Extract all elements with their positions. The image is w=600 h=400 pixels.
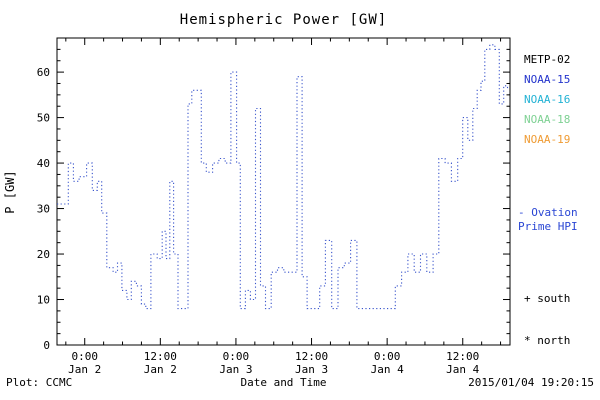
svg-text:0:00: 0:00 (374, 350, 401, 363)
legend-item-noaa19: NOAA-19 (524, 133, 571, 146)
satellite-legend: METP-02 NOAA-15 NOAA-16 NOAA-18 NOAA-19 (524, 50, 570, 150)
svg-text:Jan 3: Jan 3 (295, 363, 328, 376)
svg-text:50: 50 (37, 112, 50, 125)
plot-source-label: Plot: CCMC (6, 376, 73, 389)
chart-title: Hemispheric Power [GW] (179, 12, 388, 28)
svg-text:20: 20 (37, 248, 50, 261)
legend-item-noaa18: NOAA-18 (524, 113, 571, 126)
svg-text:0:00: 0:00 (223, 350, 250, 363)
svg-text:30: 30 (37, 203, 50, 216)
svg-text:12:00: 12:00 (446, 350, 479, 363)
timestamp-label: 2015/01/04 19:20:15 (468, 376, 594, 389)
svg-text:12:00: 12:00 (295, 350, 328, 363)
svg-text:12:00: 12:00 (144, 350, 177, 363)
south-marker-label: + south (524, 292, 571, 305)
legend-item-noaa15: NOAA-15 (524, 73, 571, 86)
svg-text:0: 0 (43, 339, 50, 352)
north-marker-label: * north (524, 334, 571, 347)
x-axis-label: Date and Time (240, 376, 327, 389)
svg-text:60: 60 (37, 66, 50, 79)
svg-text:Jan 4: Jan 4 (371, 363, 404, 376)
legend-item-metp02: METP-02 (524, 53, 571, 66)
ovation-prime-label-line2: Prime HPI (518, 220, 578, 233)
legend-item-noaa16: NOAA-16 (524, 93, 571, 106)
svg-text:Jan 2: Jan 2 (68, 363, 101, 376)
svg-text:Jan 4: Jan 4 (446, 363, 479, 376)
ovation-prime-label: - Ovation Prime HPI (518, 206, 578, 234)
svg-text:0:00: 0:00 (71, 350, 98, 363)
svg-text:10: 10 (37, 294, 50, 307)
svg-text:Jan 3: Jan 3 (219, 363, 252, 376)
svg-text:40: 40 (37, 157, 50, 170)
svg-text:Jan 2: Jan 2 (144, 363, 177, 376)
ovation-prime-label-line1: - Ovation (518, 206, 578, 219)
